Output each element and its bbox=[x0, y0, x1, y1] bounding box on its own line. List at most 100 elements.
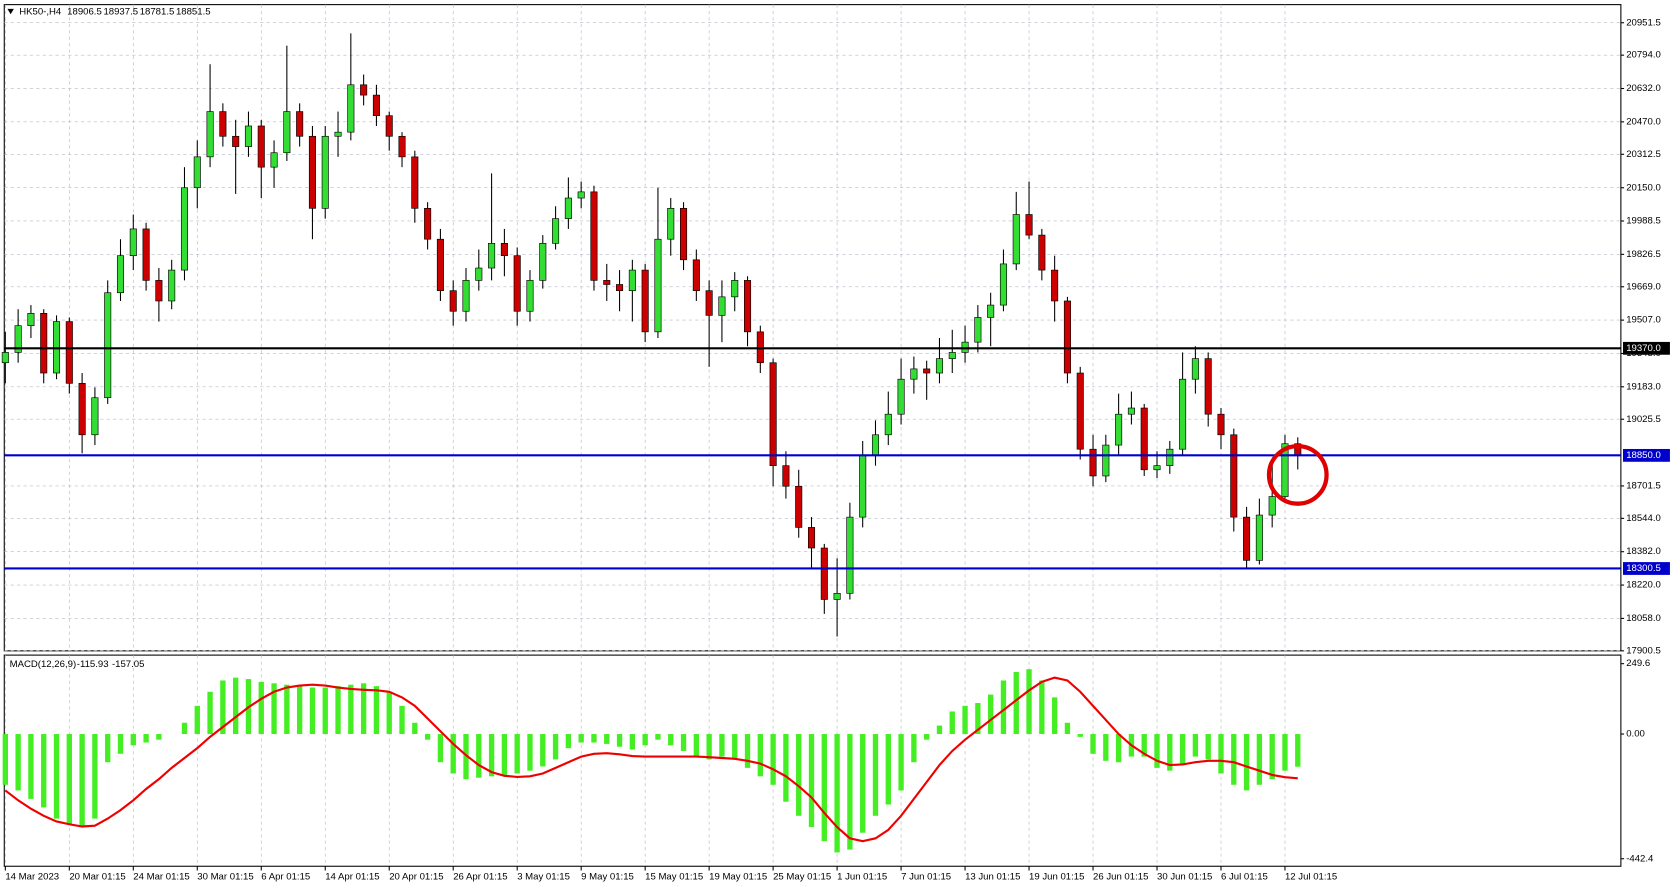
candle-body bbox=[641, 269, 649, 333]
macd-bar bbox=[680, 734, 687, 751]
candle-body bbox=[1217, 413, 1225, 436]
candle-body bbox=[411, 156, 419, 209]
candle-body bbox=[206, 111, 214, 158]
macd-bar bbox=[668, 734, 674, 746]
candle-body bbox=[948, 352, 956, 359]
y-tick-label: 19826.5 bbox=[1626, 249, 1661, 260]
macd-bar bbox=[885, 734, 891, 805]
macd-bar bbox=[1243, 734, 1250, 791]
macd-bar bbox=[987, 694, 994, 735]
macd-bar bbox=[629, 734, 636, 750]
macd-bar bbox=[271, 683, 277, 735]
candle-body bbox=[321, 135, 329, 209]
macd-bar bbox=[642, 734, 648, 746]
x-tick-label: 30 Jun 01:15 bbox=[1157, 871, 1212, 882]
macd-bar bbox=[757, 734, 763, 777]
macd-bar bbox=[578, 734, 584, 743]
macd-bar bbox=[1039, 680, 1045, 735]
macd-bar bbox=[872, 734, 879, 816]
candle-body bbox=[142, 228, 150, 281]
y-tick-label: 249.6 bbox=[1626, 658, 1650, 669]
candle-body bbox=[155, 280, 163, 302]
candle-body bbox=[180, 187, 189, 271]
macd-bar bbox=[1064, 722, 1071, 735]
candle-body bbox=[974, 317, 982, 343]
macd-value: -115.93 bbox=[77, 659, 109, 670]
macd-bar bbox=[207, 691, 213, 735]
macd-bar bbox=[220, 680, 226, 735]
candle-body bbox=[1115, 413, 1123, 446]
x-tick-label: 7 Jun 01:15 bbox=[901, 871, 951, 882]
macd-bar bbox=[476, 734, 482, 778]
x-tick-label: 12 Jul 01:15 bbox=[1285, 871, 1337, 882]
x-tick-label: 30 Mar 01:15 bbox=[197, 871, 253, 882]
candle-body bbox=[769, 362, 777, 466]
x-tick-label: 15 May 01:15 bbox=[645, 871, 703, 882]
macd-bar bbox=[437, 734, 444, 763]
candle-body bbox=[385, 115, 393, 137]
x-tick-label: 6 Apr 01:15 bbox=[261, 871, 310, 882]
x-tick-label: 19 Jun 01:15 bbox=[1029, 871, 1084, 882]
macd-bar bbox=[732, 734, 738, 760]
macd-bar bbox=[181, 722, 188, 735]
y-tick-label: 19183.0 bbox=[1626, 381, 1661, 392]
candle-body bbox=[705, 290, 713, 316]
level-label: 18300.5 bbox=[1626, 563, 1661, 574]
candle-body bbox=[334, 131, 342, 137]
macd-bar bbox=[706, 734, 712, 760]
candle-body bbox=[14, 325, 22, 353]
macd-bar bbox=[296, 686, 303, 735]
macd-bar bbox=[744, 734, 751, 768]
candle-body bbox=[590, 191, 598, 281]
candle-body bbox=[1281, 443, 1289, 497]
candle-body bbox=[552, 218, 560, 244]
y-tick-label: -442.4 bbox=[1626, 853, 1654, 864]
macd-bar bbox=[28, 734, 34, 799]
candle-body bbox=[807, 527, 816, 549]
x-tick-label: 24 Mar 01:15 bbox=[133, 871, 189, 882]
x-tick-label: 25 May 01:15 bbox=[773, 871, 831, 882]
macd-bar bbox=[514, 734, 520, 774]
macd-bar bbox=[360, 683, 367, 735]
x-tick-label: 20 Apr 01:15 bbox=[389, 871, 443, 882]
x-tick-label: 14 Mar 2023 bbox=[5, 871, 59, 882]
y-tick-label: 20632.0 bbox=[1626, 83, 1661, 94]
candle-body bbox=[129, 228, 137, 256]
x-tick-label: 6 Jul 01:15 bbox=[1221, 871, 1268, 882]
candle-body bbox=[91, 397, 99, 436]
macd-bar bbox=[117, 734, 124, 754]
macd-bar bbox=[373, 686, 380, 735]
macd-bar bbox=[1090, 734, 1096, 754]
macd-bar bbox=[1026, 669, 1032, 735]
macd-bar bbox=[783, 734, 789, 802]
plot-layer: 20951.5 20794.0 20632.0 20470.0 20312.5 20150… bbox=[1, 4, 1670, 882]
candle-body bbox=[628, 269, 636, 291]
y-tick-label: 19988.5 bbox=[1626, 216, 1661, 227]
macd-bar bbox=[412, 722, 418, 735]
candle-body bbox=[692, 259, 700, 291]
candle-body bbox=[603, 280, 611, 285]
macd-bar bbox=[834, 734, 840, 853]
macd-bar bbox=[15, 734, 21, 791]
y-tick-label: 18544.0 bbox=[1626, 513, 1661, 524]
y-tick-label: 18382.0 bbox=[1626, 546, 1661, 557]
macd-bar bbox=[527, 734, 533, 771]
macd-bar bbox=[143, 734, 149, 743]
macd-bar bbox=[79, 734, 85, 828]
macd-bar bbox=[92, 734, 98, 819]
candle-body bbox=[577, 191, 585, 199]
candle-body bbox=[1038, 234, 1046, 271]
candle-body bbox=[987, 304, 995, 318]
candle-body bbox=[257, 125, 265, 168]
macd-bar bbox=[1167, 734, 1173, 771]
macd-bar bbox=[1282, 734, 1288, 771]
candle-body bbox=[27, 313, 35, 326]
macd-bar bbox=[975, 703, 981, 735]
macd-bar bbox=[1205, 734, 1211, 760]
macd-bar bbox=[604, 734, 610, 744]
macd-bar bbox=[322, 687, 328, 735]
candle-body bbox=[360, 84, 368, 96]
candle-body bbox=[513, 255, 521, 312]
macd-bar bbox=[53, 734, 60, 819]
y-tick-label: 19507.0 bbox=[1626, 315, 1661, 326]
